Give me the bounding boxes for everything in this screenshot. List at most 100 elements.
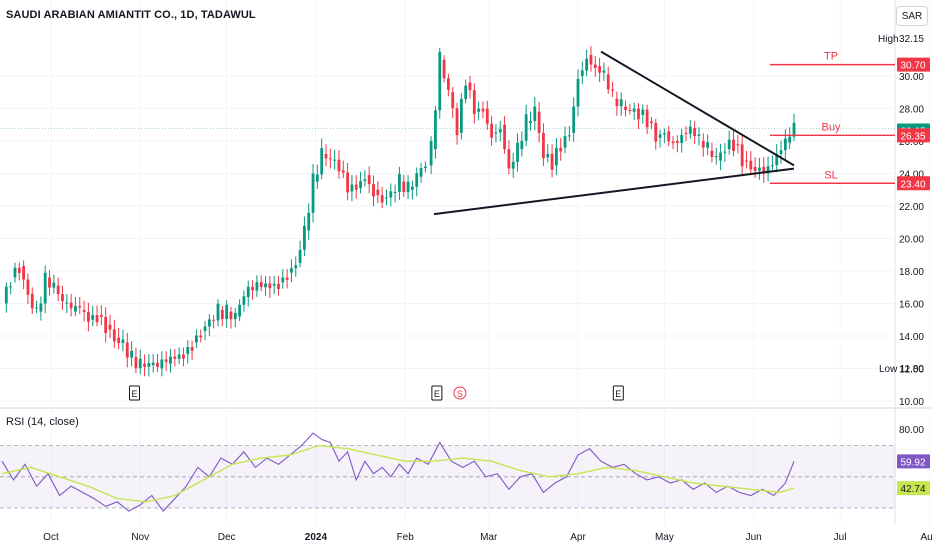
candle-body <box>415 173 419 187</box>
price-badge <box>897 128 930 143</box>
split-marker-label: S <box>457 389 463 399</box>
candle-body <box>723 151 727 153</box>
candle-body <box>563 136 567 148</box>
candle-body <box>372 184 375 197</box>
price-badge-label: 23.40 <box>900 179 925 190</box>
candle-body <box>619 99 623 107</box>
candle-body <box>294 265 298 269</box>
candle-body <box>766 166 770 174</box>
candle-body <box>585 58 589 71</box>
earnings-marker <box>128 385 140 401</box>
candle-body <box>160 359 164 369</box>
low-value: 11.80 <box>900 364 925 375</box>
candle-body <box>311 173 315 213</box>
earnings-marker-label: E <box>131 389 137 399</box>
candle-body <box>589 54 593 65</box>
candle-body <box>190 346 194 351</box>
candle-body <box>792 122 796 137</box>
candle-body <box>740 144 744 167</box>
candle-body <box>389 191 393 198</box>
candle-body <box>727 139 731 150</box>
candle-body <box>82 310 86 313</box>
candle-body <box>229 311 233 320</box>
candle-body <box>13 267 17 278</box>
candle-body <box>65 302 69 304</box>
grid <box>0 0 932 525</box>
time-tick-label: Feb <box>397 532 415 543</box>
candle-body <box>173 356 177 359</box>
candle-body <box>481 108 485 112</box>
candle-body <box>285 277 289 280</box>
candle-body <box>207 319 211 327</box>
candle-body <box>246 286 250 297</box>
currency-selector[interactable]: SAR <box>896 6 928 26</box>
candle-body <box>438 52 442 111</box>
candle-body <box>503 124 506 150</box>
candle-body <box>26 279 30 295</box>
candle-body <box>701 141 705 148</box>
candle-body <box>95 315 99 323</box>
candle-body <box>43 272 47 304</box>
candle-body <box>406 181 410 193</box>
candle-body <box>419 168 423 177</box>
candle-body <box>645 109 649 128</box>
level-label: SL <box>824 169 837 181</box>
candle-body <box>203 326 207 332</box>
price-pane: TP Buy SL E E S E <box>0 46 895 401</box>
price-badge-label: 30.70 <box>900 61 925 72</box>
candle-body <box>529 121 532 124</box>
candle-body <box>641 109 645 115</box>
candle-body <box>411 186 414 190</box>
candle-body <box>117 337 121 344</box>
time-tick-label: Nov <box>131 532 149 543</box>
price-badge <box>897 57 930 72</box>
candle-body <box>125 342 129 358</box>
candle-body <box>693 128 697 137</box>
candle-body <box>680 134 684 143</box>
trendline <box>600 50 795 167</box>
rsi-value-label: 42.74 <box>900 484 925 495</box>
candle-body <box>121 339 125 344</box>
candle-body <box>464 85 468 100</box>
candle-body <box>30 293 34 309</box>
candle-body <box>35 307 38 309</box>
candle-body <box>567 135 571 137</box>
candle-body <box>667 131 671 142</box>
candle-body <box>615 98 619 107</box>
price-tick-label: 10.00 <box>899 397 924 408</box>
candle-body <box>758 167 761 171</box>
candle-body <box>350 184 354 192</box>
rsi-value-label: 59.92 <box>900 457 925 468</box>
candle-body <box>255 282 259 291</box>
candle-body <box>675 141 679 143</box>
high-label: High <box>878 34 899 45</box>
time-tick-label: Oct <box>43 532 59 543</box>
candle-body <box>490 123 493 138</box>
candle-body <box>710 150 714 157</box>
candle-body <box>459 99 463 133</box>
candle-body <box>298 249 302 263</box>
candle-body <box>225 304 229 319</box>
price-tick-label: 28.00 <box>899 105 924 116</box>
candle-body <box>104 316 108 334</box>
candle-body <box>663 133 666 135</box>
candle-body <box>341 170 345 173</box>
candle-body <box>48 277 51 288</box>
candle-body <box>238 304 241 317</box>
candle-body <box>177 354 181 359</box>
rsi-title: RSI (14, close) <box>6 416 79 428</box>
candle-body <box>324 154 328 159</box>
candle-body <box>195 335 198 343</box>
candle-body <box>74 305 77 312</box>
candle-body <box>745 160 748 162</box>
candle-body <box>520 140 524 150</box>
candle-body <box>78 305 82 308</box>
candle-body <box>624 106 627 110</box>
candle-body <box>186 346 190 354</box>
candle-body <box>451 92 455 109</box>
candle-body <box>762 167 766 174</box>
price-tick-label: 30.00 <box>899 72 924 83</box>
candle-body <box>533 106 537 122</box>
candle-body <box>359 181 362 189</box>
